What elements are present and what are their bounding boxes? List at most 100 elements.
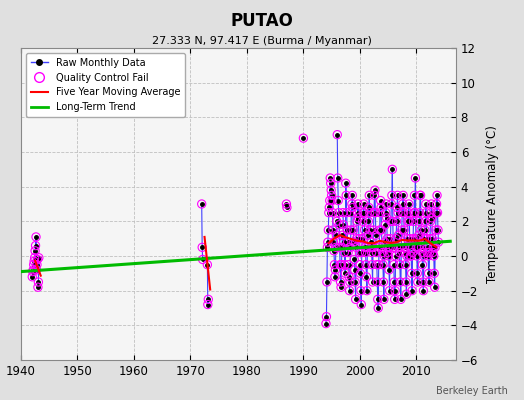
Point [425, 279, 433, 285]
Point [431, 244, 439, 250]
Point [375, 227, 384, 233]
Point [341, 270, 350, 276]
Point [198, 201, 206, 207]
Point [385, 253, 393, 259]
Point [328, 192, 336, 198]
Point [325, 204, 333, 211]
Point [408, 249, 417, 256]
Point [388, 192, 396, 198]
Point [431, 284, 439, 290]
Point [422, 210, 430, 216]
Point [362, 249, 370, 256]
Point [382, 201, 390, 207]
Point [406, 236, 414, 242]
Point [339, 222, 347, 228]
Point [334, 197, 342, 204]
Point [326, 175, 334, 181]
Point [329, 227, 337, 233]
Point [370, 187, 379, 193]
Point [358, 218, 367, 224]
Point [358, 236, 366, 242]
Point [198, 244, 206, 250]
Point [399, 210, 408, 216]
Point [379, 262, 387, 268]
Point [330, 248, 338, 254]
Point [323, 279, 331, 285]
Point [351, 279, 359, 285]
Point [433, 192, 441, 198]
Point [366, 244, 375, 250]
Point [373, 262, 381, 268]
Point [30, 254, 39, 261]
Point [396, 279, 405, 285]
Point [348, 192, 356, 198]
Point [203, 262, 212, 268]
Point [421, 218, 430, 224]
Point [350, 239, 358, 245]
Point [419, 279, 427, 285]
Point [332, 232, 341, 238]
Point [367, 249, 376, 256]
Point [337, 262, 346, 268]
Point [368, 262, 376, 268]
Point [398, 227, 406, 233]
Point [364, 232, 372, 238]
Point [411, 175, 420, 181]
Point [389, 262, 398, 268]
Point [402, 279, 410, 285]
Point [422, 236, 431, 242]
Point [428, 236, 436, 242]
Point [383, 236, 391, 242]
Point [347, 210, 356, 216]
Point [403, 218, 412, 224]
Point [389, 244, 398, 250]
Point [417, 244, 425, 250]
Point [401, 262, 410, 268]
Point [380, 253, 388, 259]
Point [341, 262, 349, 268]
Point [414, 244, 422, 250]
Point [30, 258, 38, 264]
Point [396, 262, 404, 268]
Point [381, 210, 390, 216]
Point [376, 197, 385, 204]
Point [431, 227, 440, 233]
Point [415, 218, 423, 224]
Point [339, 232, 347, 238]
Point [334, 210, 343, 216]
Point [379, 279, 388, 285]
Point [328, 197, 336, 204]
Point [413, 270, 421, 276]
Point [363, 244, 372, 250]
Point [369, 244, 377, 250]
Point [373, 279, 381, 285]
Point [433, 210, 442, 216]
Point [343, 239, 352, 245]
Point [329, 239, 337, 245]
Point [282, 201, 291, 207]
Point [386, 244, 394, 250]
Point [380, 239, 389, 245]
Point [398, 210, 407, 216]
Point [365, 204, 373, 211]
Point [429, 249, 437, 256]
Point [434, 239, 443, 245]
Point [434, 227, 442, 233]
Text: 27.333 N, 97.417 E (Burma / Myanmar): 27.333 N, 97.417 E (Burma / Myanmar) [152, 36, 372, 46]
Point [378, 249, 387, 256]
Point [355, 236, 363, 242]
Point [348, 204, 357, 211]
Point [370, 210, 378, 216]
Point [336, 279, 345, 285]
Point [361, 227, 369, 233]
Point [343, 227, 351, 233]
Point [322, 314, 331, 320]
Point [204, 301, 212, 308]
Point [351, 267, 359, 273]
Point [204, 296, 213, 302]
Point [416, 210, 424, 216]
Point [334, 175, 342, 181]
Point [347, 227, 355, 233]
Point [399, 192, 407, 198]
Point [331, 267, 340, 273]
